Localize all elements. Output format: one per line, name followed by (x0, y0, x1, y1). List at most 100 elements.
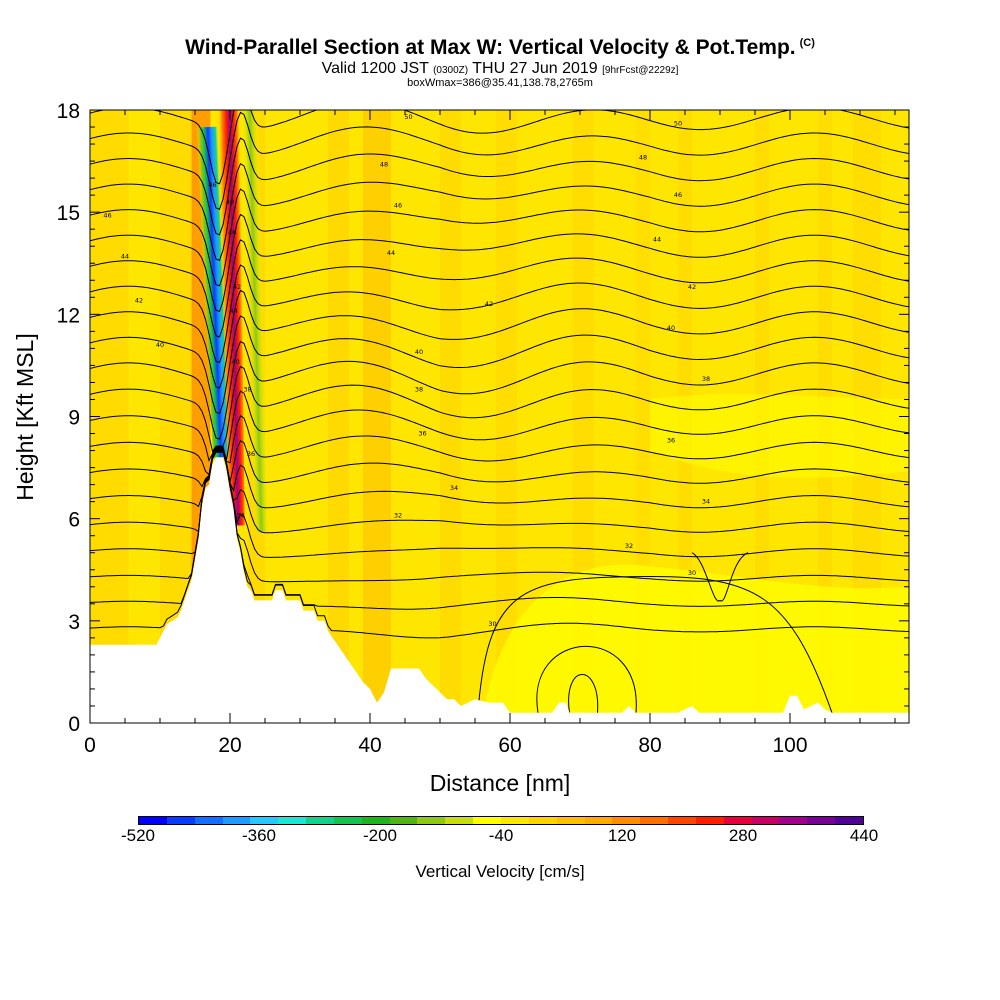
theta-label: 46 (103, 212, 111, 220)
x-tick-label: 80 (638, 734, 661, 757)
velocity-side-band (240, 110, 268, 533)
colorbar-swatch (473, 817, 501, 824)
theta-label: 46 (394, 201, 402, 209)
velocity-band (363, 110, 391, 723)
chart-title: Wind-Parallel Section at Max W: Vertical… (0, 36, 1000, 60)
theta-label: 44 (387, 249, 395, 257)
theta-contour (90, 162, 909, 262)
colorbar-swatch (668, 817, 696, 824)
theta-label: 50 (674, 120, 682, 128)
theta-label: 36 (247, 450, 255, 458)
colorbar-tick-label: -520 (120, 826, 156, 845)
colorbar-tick-label: -360 (241, 826, 277, 845)
theta-label: 38 (415, 385, 423, 393)
colorbar-swatch (306, 817, 334, 824)
colorbar-swatch (166, 817, 195, 824)
theta-contour (90, 137, 909, 236)
theta-contour (90, 340, 909, 440)
theta-contour (90, 289, 909, 389)
weak-motion-zone (650, 394, 909, 478)
theta-contour (90, 188, 909, 287)
y-tick-label: 0 (68, 713, 80, 736)
theta-label: 40 (156, 341, 164, 349)
y-tick-label: 12 (57, 304, 80, 327)
x-axis: 0 20 40 60 80 100 (84, 110, 896, 757)
colorbar-swatch (807, 817, 836, 824)
theta-contour (90, 264, 909, 364)
theta-label: 30 (688, 569, 696, 577)
theta-contour (90, 390, 909, 462)
colorbar-tick-label: 120 (607, 826, 637, 845)
theta-label: 32 (394, 511, 402, 519)
colorbar-swatch (194, 817, 223, 824)
colorbar-swatch (612, 817, 641, 824)
colorbar (138, 816, 864, 825)
colorbar-label: Vertical Velocity [cm/s] (415, 862, 585, 881)
y-tick-label: 9 (68, 407, 80, 430)
theta-label: 48 (380, 160, 388, 168)
theta-label: 40 (667, 324, 675, 332)
colorbar-swatch (835, 817, 863, 824)
box-info-line: boxWmax=386@35.41,138.78,2765m (407, 77, 593, 89)
colorbar-swatch (528, 817, 557, 824)
forecast-info: [9hrFcst@2229z] (602, 65, 679, 76)
theta-label: 36 (667, 436, 675, 444)
colorbar-swatch (361, 817, 390, 824)
valid-prefix: Valid 1200 JST (321, 60, 429, 77)
colorbar-swatch (779, 817, 808, 824)
theta-contour (568, 673, 599, 713)
theta-label: 42 (688, 283, 696, 291)
theta-contour (90, 213, 909, 313)
velocity-band (440, 110, 461, 723)
theta-label: 42 (135, 297, 143, 305)
theta-contour (691, 552, 749, 602)
theta-label: 42 (485, 300, 493, 308)
theta-label: 50 (404, 113, 412, 121)
theta-label: 46 (674, 191, 682, 199)
velocity-band (328, 110, 349, 723)
x-tick-label: 40 (358, 734, 381, 757)
theta-label: 42 (233, 283, 241, 291)
colorbar-swatch (640, 817, 669, 824)
colorbar-swatch (723, 817, 752, 824)
theta-label: 36 (418, 430, 426, 438)
theta-label: 34 (236, 511, 244, 519)
theta-label: 34 (450, 484, 458, 492)
x-tick-label: 100 (772, 734, 807, 757)
theta-label: 44 (121, 252, 129, 260)
y-axis-label: Height [Kft MSL] (12, 333, 38, 500)
valid-date: THU 27 Jun 2019 (472, 60, 598, 77)
colorbar-tick-label: -200 (362, 826, 398, 845)
theta-labels: 46 44 42 40 50 50 48 48 46 46 44 44 42 42 40 40 38 38 36 36… (103, 113, 710, 628)
theta-label: 40 (415, 348, 423, 356)
colorbar-swatch (445, 817, 474, 824)
theta-contours (90, 110, 909, 713)
y-tick-label: 18 (57, 100, 80, 123)
theta-label: 44 (229, 307, 237, 315)
theta-contour (90, 439, 909, 488)
theta-contour (90, 111, 909, 210)
colorbar-tick-label: 440 (849, 826, 879, 845)
theta-contour (90, 239, 909, 338)
theta-contour (478, 576, 833, 713)
velocity-band (496, 110, 517, 723)
theta-label: 44 (653, 235, 661, 243)
colorbar-swatch (500, 817, 529, 824)
colorbar-tick-label: 280 (728, 826, 758, 845)
copyright-mark: (C) (799, 37, 815, 49)
y-tick-label: 6 (68, 509, 80, 532)
x-tick-label: 60 (498, 734, 521, 757)
theta-label: 46 (228, 229, 236, 237)
valid-time-line: Valid 1200 JST (0300Z) THU 27 Jun 2019 [… (0, 60, 1000, 78)
theta-label: 38 (702, 375, 710, 383)
colorbar-swatch (250, 817, 279, 824)
colorbar-swatch (695, 817, 724, 824)
colorbar-swatch (556, 817, 585, 824)
theta-contour (90, 415, 909, 476)
theta-label: 46 (208, 181, 216, 189)
utc-time: (0300Z) (433, 65, 469, 76)
theta-contour (90, 110, 909, 185)
colorbar-swatch (417, 817, 446, 824)
